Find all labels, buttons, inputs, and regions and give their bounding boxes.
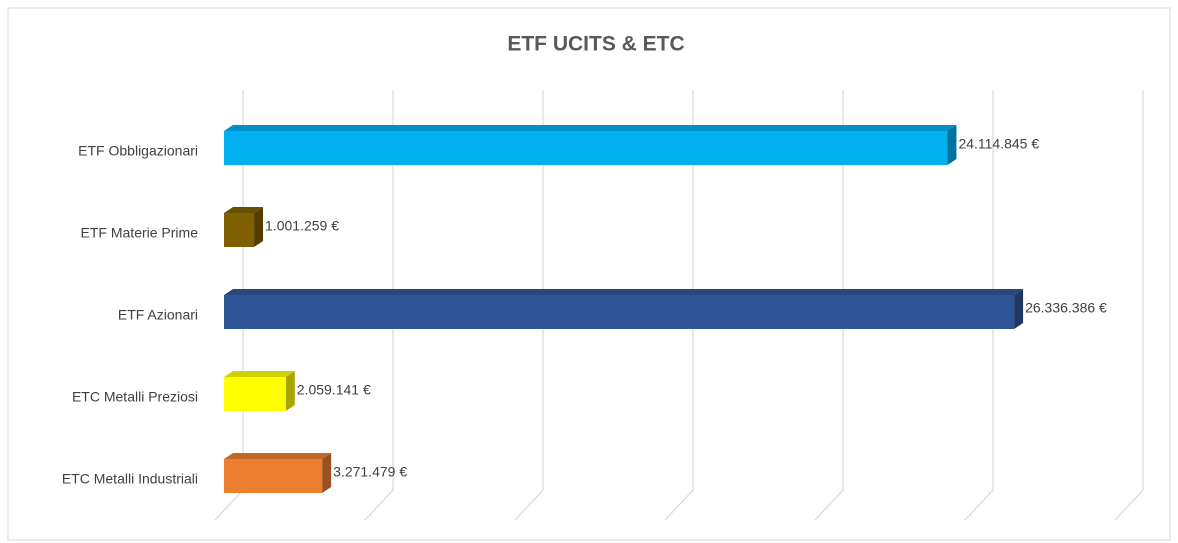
value-label: 2.059.141 € <box>297 382 371 398</box>
grid-line <box>364 90 394 521</box>
bar-side <box>285 371 295 411</box>
bar <box>224 295 1015 329</box>
bar-side <box>322 453 332 493</box>
value-label: 1.001.259 € <box>265 218 339 234</box>
grid-line <box>664 90 694 521</box>
y-tick-label: ETF Materie Prime <box>81 225 199 241</box>
grid-line <box>814 90 844 521</box>
bar <box>224 377 286 411</box>
bar <box>224 213 255 247</box>
bar-top <box>224 289 1024 295</box>
y-tick-label: ETF Azionari <box>118 307 198 323</box>
bar-top <box>224 453 332 459</box>
y-tick-label: ETC Metalli Preziosi <box>72 389 198 405</box>
chart-title: ETF UCITS & ETC <box>507 33 684 56</box>
bar-side <box>1014 289 1024 329</box>
value-label: 26.336.386 € <box>1025 300 1107 316</box>
value-label: 3.271.479 € <box>333 464 407 480</box>
bar-side <box>254 207 264 247</box>
bar <box>224 131 948 165</box>
y-tick-label: ETC Metalli Industriali <box>62 471 198 487</box>
bar-top <box>224 125 957 131</box>
grid-line <box>514 90 544 521</box>
y-tick-label: ETF Obbligazionari <box>78 143 198 159</box>
chart-border <box>7 7 1171 541</box>
grid-line <box>1114 90 1144 521</box>
grid-line <box>964 90 994 521</box>
bar <box>224 459 323 493</box>
bar-top <box>224 371 295 377</box>
bar-side <box>947 125 957 165</box>
value-label: 24.114.845 € <box>958 136 1039 152</box>
bar-top <box>224 207 264 213</box>
